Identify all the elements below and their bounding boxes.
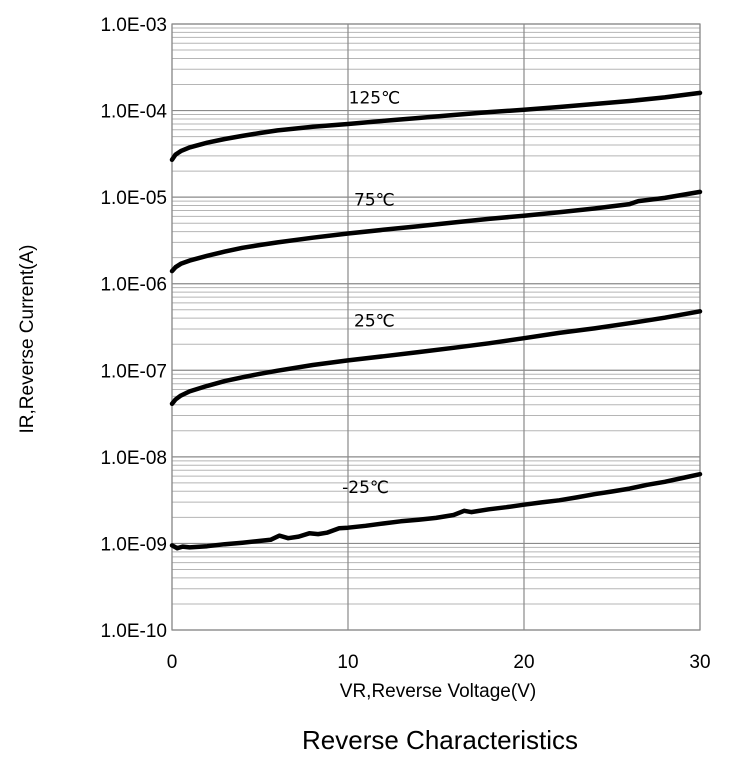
- y-tick-label: 1.0E-08: [100, 448, 167, 469]
- x-tick-label: 0: [167, 652, 178, 673]
- y-tick-label: 1.0E-10: [100, 621, 167, 642]
- y-tick-label: 1.0E-09: [100, 534, 167, 555]
- x-tick-labels: 0 10 20 30: [167, 652, 711, 673]
- series-label: 125℃: [349, 89, 401, 109]
- x-axis-title: VR,Reverse Voltage(V): [340, 681, 536, 702]
- x-tick-label: 10: [337, 652, 358, 673]
- series-group: [169, 90, 703, 551]
- series-line: [169, 90, 703, 163]
- series-label: 25℃: [354, 312, 395, 332]
- y-tick-label: 1.0E-06: [100, 275, 167, 296]
- x-tick-label: 30: [689, 652, 710, 673]
- y-axis-title: IR,Reverse Current(A): [17, 245, 38, 434]
- y-tick-label: 1.0E-03: [100, 15, 167, 36]
- series-label: -25℃: [342, 478, 389, 498]
- plot-frame: [171, 23, 701, 631]
- y-tick-label: 1.0E-04: [100, 102, 167, 123]
- chart-caption: Reverse Characteristics: [302, 725, 578, 755]
- series-label: 75℃: [354, 191, 395, 211]
- series-line: [169, 309, 703, 407]
- y-tick-labels: 1.0E-10 1.0E-09 1.0E-08 1.0E-07 1.0E-06 1.0E-…: [100, 15, 167, 642]
- x-tick-label: 20: [513, 652, 534, 673]
- y-tick-label: 1.0E-05: [100, 188, 167, 209]
- y-tick-label: 1.0E-07: [100, 361, 167, 382]
- curve-labels: 125℃ 75℃ 25℃ -25℃: [342, 89, 400, 499]
- series-line: [169, 471, 703, 551]
- series-line: [169, 189, 703, 274]
